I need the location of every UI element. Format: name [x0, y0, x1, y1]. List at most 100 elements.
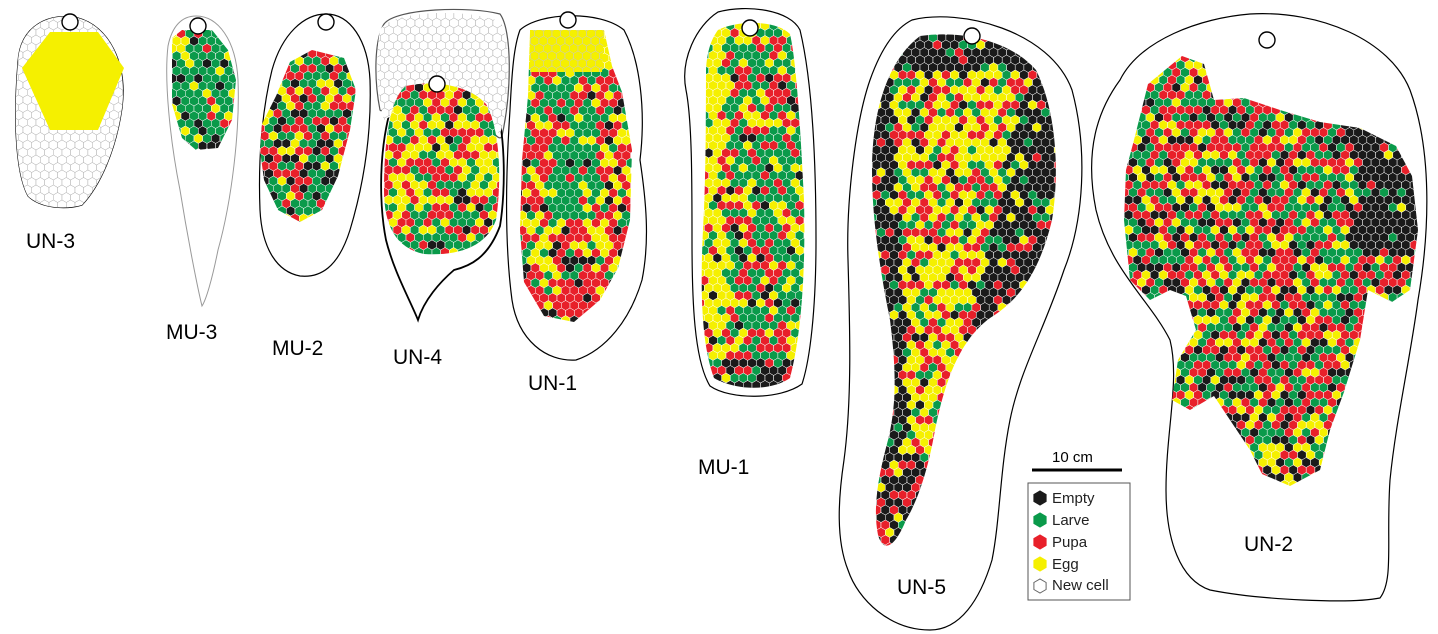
- comb-cell: [941, 414, 951, 426]
- comb-cell: [505, 130, 509, 134]
- comb-cell: [520, 60, 527, 71]
- comb-cell: [1124, 74, 1134, 86]
- comb-cell: [872, 512, 877, 523]
- comb-cell: [911, 542, 921, 546]
- comb-cell: [704, 27, 714, 39]
- comb-cell: [872, 384, 882, 396]
- comb-cell: [872, 324, 873, 336]
- comb-cell: [1006, 332, 1016, 343]
- comb-cell: [547, 30, 557, 32]
- comb-cell: [984, 474, 994, 486]
- comb-cell: [1040, 422, 1051, 433]
- comb-cell: [189, 140, 199, 150]
- comb-cell: [1362, 82, 1372, 93]
- comb-cell: [281, 213, 291, 222]
- comb-cell: [1362, 97, 1372, 108]
- comb-cell: [958, 354, 968, 366]
- comb-cell: [122, 87, 124, 98]
- comb-cell: [872, 272, 877, 283]
- comb-cell: [1020, 550, 1029, 560]
- comb-cell: [401, 239, 411, 251]
- comb-cell: [701, 42, 705, 54]
- comb-cell: [799, 387, 805, 388]
- comb-cell: [260, 115, 261, 127]
- comb-cell: [1014, 527, 1025, 538]
- comb-cell: [880, 324, 890, 336]
- comb-cell: [932, 534, 942, 546]
- comb-cell: [701, 372, 705, 384]
- comb-cell: [1341, 45, 1350, 55]
- comb-cell: [701, 162, 705, 174]
- comb-cell: [180, 140, 190, 150]
- comb-cell: [1053, 264, 1056, 276]
- comb-cell: [355, 220, 356, 222]
- comb-cell: [6, 50, 15, 60]
- comb-cell: [582, 30, 592, 32]
- comb-cell: [1344, 67, 1355, 78]
- comb-cell: [228, 118, 236, 129]
- comb-cell: [1253, 89, 1264, 101]
- comb-cell: [1010, 519, 1020, 531]
- comb-cell: [872, 227, 877, 238]
- comb-cell: [617, 67, 627, 79]
- comb-cell: [1006, 542, 1016, 546]
- comb-cell: [997, 452, 1007, 463]
- comb-cell: [799, 312, 805, 324]
- comb-cell: [872, 444, 882, 456]
- comb-cell: [578, 315, 588, 322]
- comb-cell: [872, 504, 873, 516]
- comb-cell: [1202, 45, 1211, 55]
- comb-cell: [993, 324, 1003, 336]
- comb-cell: [980, 362, 990, 373]
- comb-cell: [1405, 157, 1415, 168]
- comb-cell: [49, 5, 58, 15]
- comb-cell: [1357, 74, 1368, 86]
- comb-cell: [346, 55, 356, 67]
- comb-cell: [1392, 104, 1402, 116]
- comb-cell: [967, 474, 977, 486]
- comb-cell: [613, 270, 623, 281]
- comb-cell: [118, 154, 124, 166]
- comb-cell: [872, 459, 882, 471]
- comb-cell: [872, 339, 873, 351]
- comb-cell: [1310, 97, 1320, 108]
- comb-cell: [980, 407, 990, 418]
- comb-cell: [522, 307, 532, 319]
- comb-cell: [1401, 119, 1411, 131]
- comb-cell: [1010, 324, 1020, 336]
- comb-cell: [1323, 74, 1333, 86]
- comb-cell: [1045, 339, 1055, 351]
- comb-cell: [976, 354, 986, 366]
- comb-cell: [1010, 354, 1020, 366]
- comb-cell: [1053, 129, 1056, 141]
- comb-cell: [941, 474, 951, 486]
- comb-cell: [1366, 104, 1376, 116]
- comb-cell: [520, 292, 523, 304]
- comb-cell: [1019, 504, 1029, 516]
- comb-cell: [993, 429, 1003, 441]
- comb-cell: [1223, 56, 1233, 63]
- comb-cell: [1336, 56, 1346, 63]
- comb-cell: [338, 220, 348, 222]
- comb-cell: [122, 162, 124, 173]
- comb-cell: [1262, 89, 1272, 101]
- comb-cell: [872, 452, 877, 463]
- comb-cell: [1023, 332, 1033, 343]
- comb-cell: [872, 129, 873, 141]
- comb-cell: [346, 175, 356, 187]
- comb-cell: [963, 377, 973, 388]
- comb-cell: [880, 309, 890, 321]
- comb-cell: [260, 205, 261, 217]
- comb-cell: [980, 482, 990, 493]
- comb-cell: [1409, 164, 1418, 176]
- comb-cell: [997, 34, 1007, 43]
- comb-cell: [1409, 74, 1418, 86]
- comb-cell: [1405, 142, 1415, 153]
- comb-cell: [290, 50, 300, 59]
- comb-cell: [1145, 56, 1155, 63]
- comb-cell: [15, 42, 19, 53]
- comb-cell: [6, 185, 15, 195]
- comb-cell: [988, 317, 999, 328]
- comb-cell: [1036, 444, 1046, 456]
- comb-cell: [520, 262, 523, 274]
